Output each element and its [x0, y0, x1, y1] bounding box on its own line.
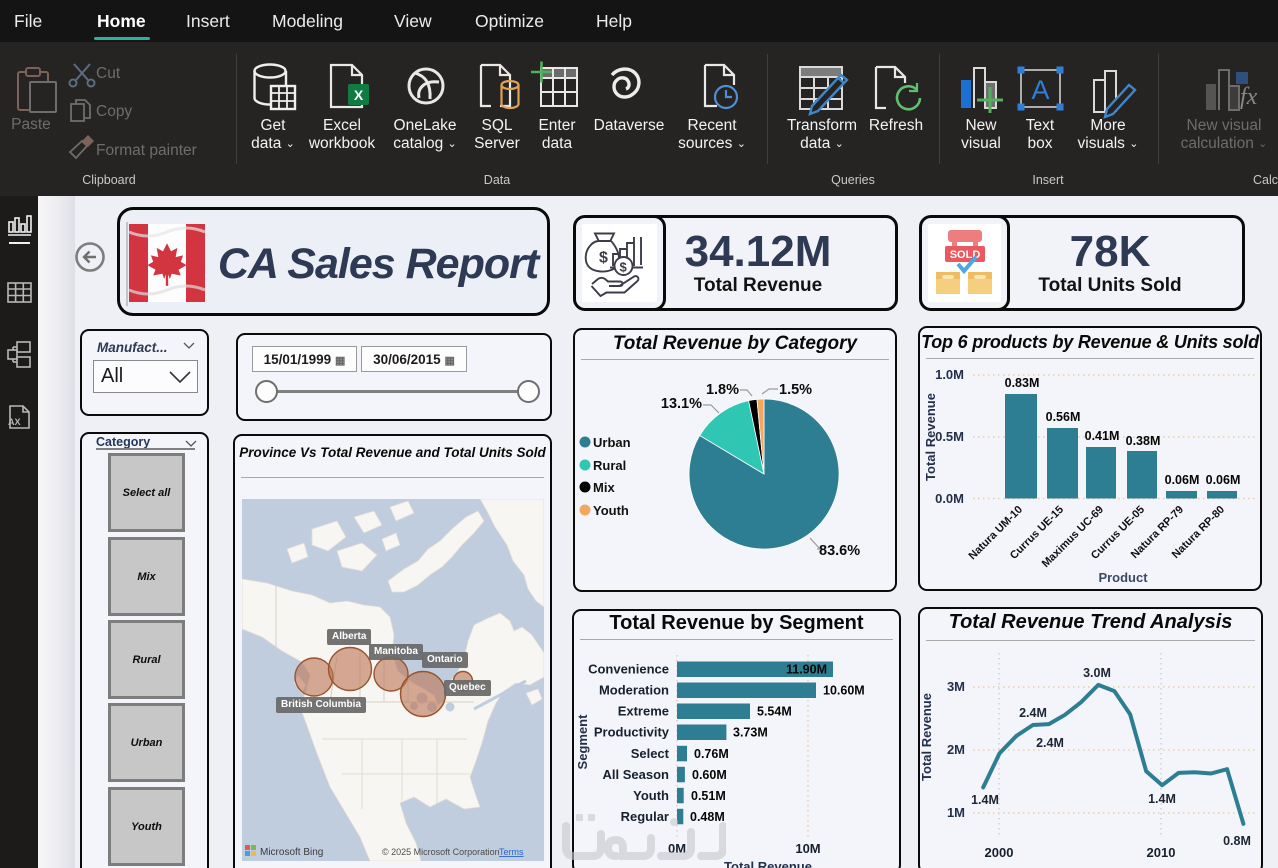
svg-text:1.8%: 1.8%: [706, 382, 739, 398]
svg-text:0.56M: 0.56M: [1046, 410, 1081, 424]
svg-text:0.0M: 0.0M: [935, 491, 964, 506]
svg-text:0.5M: 0.5M: [935, 429, 964, 444]
svg-text:0.8M: 0.8M: [1223, 834, 1251, 848]
svg-text:2.4M: 2.4M: [1036, 736, 1064, 750]
svg-text:Youth: Youth: [593, 503, 629, 518]
svg-text:0.51M: 0.51M: [691, 789, 726, 803]
svg-text:2010: 2010: [1147, 845, 1176, 860]
svg-text:0.41M: 0.41M: [1085, 429, 1120, 443]
svg-text:Total Revenue: Total Revenue: [919, 693, 934, 781]
svg-text:Select: Select: [631, 746, 670, 761]
svg-text:13.1%: 13.1%: [661, 396, 702, 412]
svg-text:Terms: Terms: [499, 847, 524, 857]
svg-text:Microsoft Bing: Microsoft Bing: [260, 847, 323, 858]
svg-text:Product: Product: [1098, 570, 1148, 585]
svg-text:Convenience: Convenience: [588, 662, 669, 677]
svg-text:1.0M: 1.0M: [935, 367, 964, 382]
svg-text:0.48M: 0.48M: [690, 810, 725, 824]
svg-text:0.83M: 0.83M: [1005, 376, 1040, 390]
svg-text:10.60M: 10.60M: [823, 684, 865, 698]
svg-text:fx: fx: [1240, 84, 1258, 110]
svg-text:1.4M: 1.4M: [1148, 792, 1176, 806]
svg-text:0.60M: 0.60M: [692, 768, 727, 782]
svg-text:AX: AX: [8, 417, 21, 427]
svg-text:0.06M: 0.06M: [1165, 473, 1200, 487]
svg-text:$: $: [599, 250, 608, 267]
svg-text:1.5%: 1.5%: [779, 382, 812, 398]
svg-text:All Season: All Season: [603, 767, 670, 782]
svg-text:10M: 10M: [795, 841, 820, 856]
svg-text:1.4M: 1.4M: [971, 793, 999, 807]
svg-text:Regular: Regular: [621, 809, 669, 824]
svg-text:Segment: Segment: [575, 714, 590, 770]
svg-text:Total Revenue: Total Revenue: [923, 393, 938, 481]
svg-text:Moderation: Moderation: [599, 683, 669, 698]
svg-text:0.38M: 0.38M: [1126, 434, 1161, 448]
svg-text:3M: 3M: [947, 679, 965, 694]
svg-text:2000: 2000: [985, 845, 1014, 860]
svg-text:$: $: [620, 260, 628, 275]
svg-text:Youth: Youth: [633, 788, 669, 803]
svg-text:Mix: Mix: [593, 480, 615, 495]
svg-text:2M: 2M: [947, 742, 965, 757]
svg-text:Rural: Rural: [593, 458, 626, 473]
svg-text:2.4M: 2.4M: [1019, 706, 1047, 720]
svg-text:1M: 1M: [947, 805, 965, 820]
svg-text:83.6%: 83.6%: [819, 543, 860, 559]
svg-text:A: A: [1031, 75, 1049, 105]
svg-text:X: X: [354, 87, 364, 103]
svg-text:0.06M: 0.06M: [1206, 473, 1241, 487]
svg-text:3.0M: 3.0M: [1083, 666, 1111, 680]
svg-text:0.76M: 0.76M: [694, 747, 729, 761]
svg-text:Urban: Urban: [593, 435, 631, 450]
svg-text:© 2025 Microsoft Corporation: © 2025 Microsoft Corporation: [382, 847, 500, 857]
svg-text:Productivity: Productivity: [594, 725, 670, 740]
svg-text:Total Revenue: Total Revenue: [724, 859, 812, 868]
svg-text:Extreme: Extreme: [618, 704, 669, 719]
svg-text:3.73M: 3.73M: [733, 726, 768, 740]
svg-text:11.90M: 11.90M: [786, 663, 827, 677]
svg-text:5.54M: 5.54M: [757, 705, 792, 719]
